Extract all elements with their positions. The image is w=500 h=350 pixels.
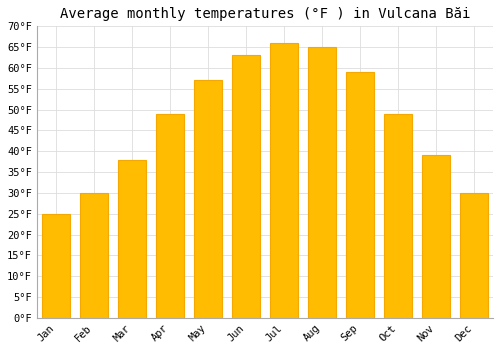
Bar xyxy=(232,55,260,318)
Bar xyxy=(460,193,488,318)
Bar xyxy=(384,114,412,318)
Bar xyxy=(156,114,184,318)
Bar xyxy=(80,193,108,318)
Bar xyxy=(270,43,298,318)
Bar xyxy=(308,47,336,318)
Bar xyxy=(194,80,222,318)
Bar xyxy=(422,155,450,318)
Bar xyxy=(42,214,70,318)
Bar xyxy=(118,160,146,318)
Title: Average monthly temperatures (°F ) in Vulcana Băi: Average monthly temperatures (°F ) in Vu… xyxy=(60,7,470,21)
Bar xyxy=(346,72,374,318)
